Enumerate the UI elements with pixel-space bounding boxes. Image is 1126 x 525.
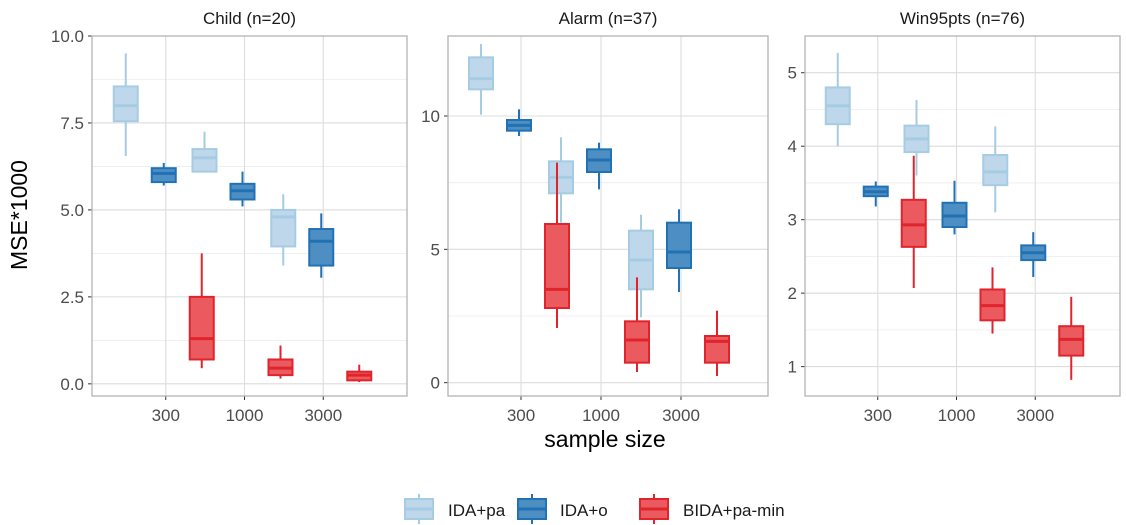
- box-bida-pa-min-1000: [267, 345, 294, 379]
- box-ida-pa-1000: [548, 137, 574, 223]
- y-tick-label: 10.0: [51, 27, 84, 46]
- box-ida-o-300: [862, 181, 889, 207]
- x-tick-label: 300: [507, 406, 535, 425]
- y-tick-label: 7.5: [60, 114, 84, 133]
- box-ida-o-1000: [941, 180, 968, 235]
- y-axis-label: MSE*1000: [6, 160, 32, 270]
- x-tick-label: 3000: [662, 406, 700, 425]
- box-ida-pa-1000: [191, 131, 218, 173]
- legend-item-ida-o: IDA+o: [517, 494, 608, 524]
- box-body: [982, 154, 1009, 187]
- panel-3: 1 2 3 4 5 300 1000 3000 Win95pts (n=76): [788, 9, 1121, 425]
- y-tick-label: 5: [431, 240, 440, 259]
- x-axis-label: sample size: [544, 426, 665, 452]
- box-body: [188, 295, 215, 361]
- box-body: [308, 228, 335, 267]
- y-tick-label: 5.0: [60, 201, 84, 220]
- box-bida-pa-min-1000: [624, 277, 650, 372]
- box-ida-o-3000: [308, 213, 335, 278]
- legend-item-ida-pa: IDA+pa: [404, 494, 506, 524]
- box-ida-o-1000: [586, 142, 612, 190]
- box-bida-pa-min-300: [544, 162, 570, 328]
- plot-background: [92, 36, 407, 396]
- y-tick-label: 2.5: [60, 288, 84, 307]
- y-tick-label: 0.0: [60, 375, 84, 394]
- panel-2: 0 5 10 300 1000 3000 Alarm (n=37): [421, 9, 769, 425]
- box-body: [150, 167, 177, 184]
- x-tick-label: 3000: [1016, 406, 1054, 425]
- box-ida-o-3000: [666, 209, 692, 292]
- panel-border: [804, 35, 1121, 397]
- x-tick-label: 1000: [938, 406, 976, 425]
- box-bida-pa-min-300: [900, 155, 927, 288]
- box-bida-pa-min-3000: [1058, 296, 1085, 380]
- x-tick-label: 300: [864, 406, 892, 425]
- y-tick-label: 0: [431, 374, 440, 393]
- panel-1: 0.0 2.5 5.0 7.5 10.0 300 1000 3000 Child (n=20): [51, 9, 408, 425]
- x-tick-label: 300: [152, 406, 180, 425]
- box-ida-o-300: [506, 109, 532, 136]
- box-body: [624, 320, 650, 364]
- box-body: [191, 148, 218, 173]
- box-bida-pa-min-3000: [346, 364, 373, 383]
- x-tick-label: 1000: [582, 406, 620, 425]
- box-ida-o-1000: [229, 171, 256, 207]
- legend-label: BIDA+pa-min: [683, 501, 785, 520]
- legend-label: IDA+o: [560, 501, 608, 520]
- y-tick-label: 10: [421, 107, 440, 126]
- x-tick-label: 3000: [304, 406, 342, 425]
- box-body: [468, 56, 494, 91]
- panel-title: Alarm (n=37): [559, 9, 658, 28]
- box-body: [666, 221, 692, 270]
- y-tick-label: 2: [788, 284, 797, 303]
- box-ida-pa-3000: [628, 214, 654, 318]
- y-tick-label: 1: [788, 358, 797, 377]
- box-ida-pa-1000: [903, 99, 930, 176]
- x-tick-label: 1000: [226, 406, 264, 425]
- box-ida-pa-300: [112, 53, 139, 156]
- box-body: [112, 85, 139, 123]
- legend-item-bida-pa-min: BIDA+pa-min: [639, 494, 785, 524]
- box-ida-o-300: [150, 162, 177, 186]
- box-ida-pa-300: [468, 44, 494, 115]
- box-bida-pa-min-1000: [979, 267, 1006, 334]
- box-ida-o-3000: [1020, 232, 1047, 277]
- box-ida-pa-3000: [982, 126, 1009, 213]
- y-tick-label: 3: [788, 211, 797, 230]
- legend-label: IDA+pa: [448, 501, 506, 520]
- box-body: [544, 223, 570, 309]
- y-tick-label: 5: [788, 64, 797, 83]
- panel-title: Child (n=20): [203, 9, 296, 28]
- legend: IDA+pa IDA+o BIDA+pa-min: [404, 494, 785, 524]
- box-bida-pa-min-300: [188, 253, 215, 369]
- panel-title: Win95pts (n=76): [900, 9, 1025, 28]
- panel-border: [91, 35, 408, 397]
- box-ida-pa-300: [824, 52, 851, 147]
- y-tick-label: 4: [788, 137, 797, 156]
- box-ida-pa-3000: [270, 194, 297, 266]
- panel-border: [447, 35, 769, 397]
- box-bida-pa-min-3000: [704, 310, 730, 376]
